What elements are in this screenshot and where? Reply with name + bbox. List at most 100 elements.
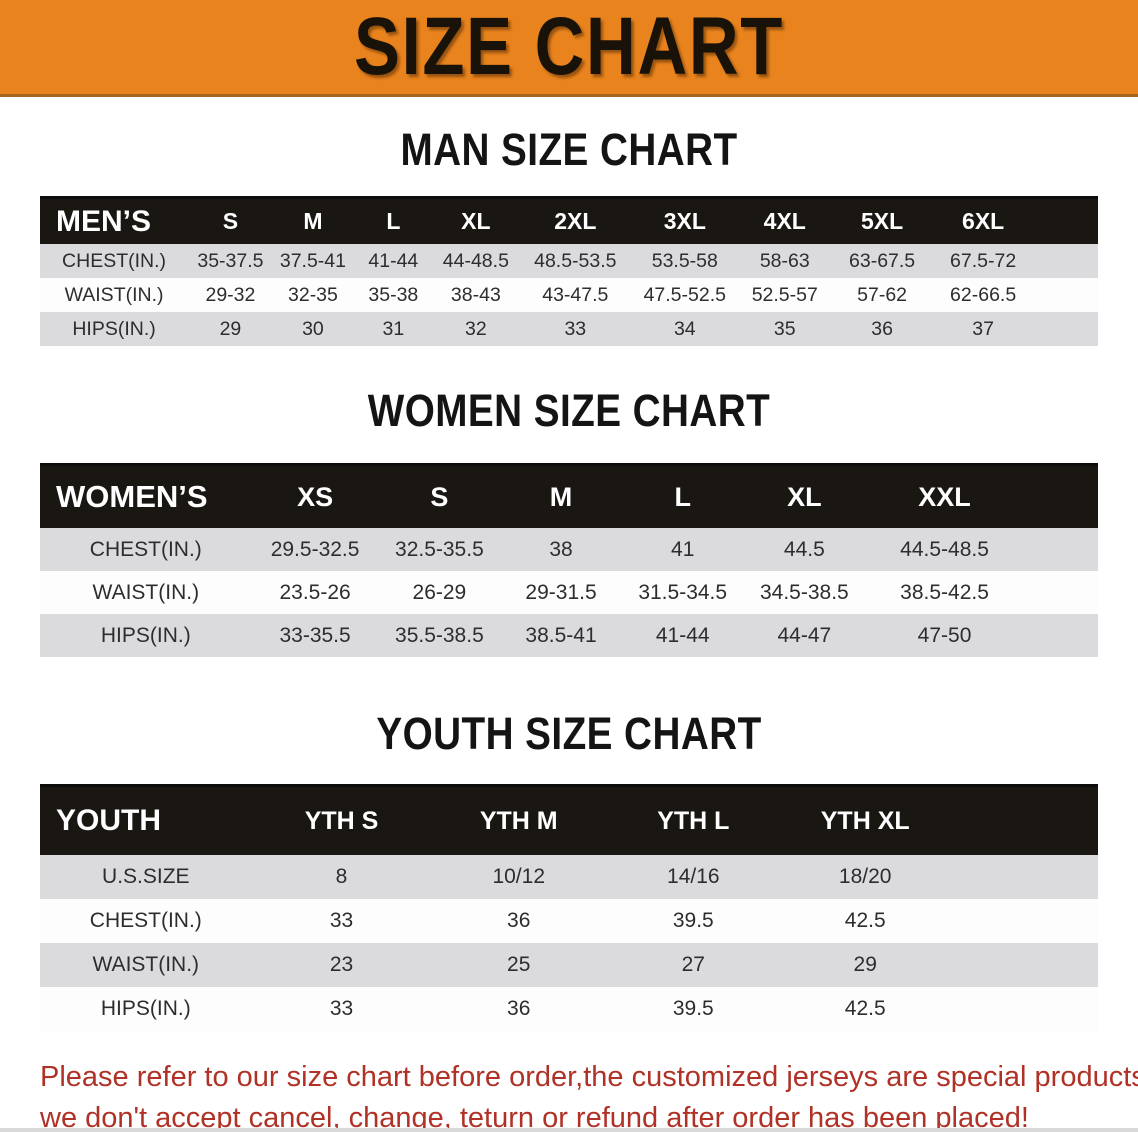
filler-cell <box>1034 278 1098 312</box>
row-label: HIPS(IN.) <box>40 614 252 657</box>
women-size-col: XS <box>251 464 379 528</box>
youth-size-table: YOUTH YTH S YTH M YTH L YTH XL U.S.SIZE … <box>40 784 1098 1031</box>
size-cell: 67.5-72 <box>931 244 1035 278</box>
size-cell: 39.5 <box>606 987 781 1031</box>
row-label: CHEST(IN.) <box>40 528 252 571</box>
size-cell: 32.5-35.5 <box>378 528 501 571</box>
youth-size-col: YTH L <box>606 785 781 855</box>
size-cell: 29.5-32.5 <box>251 528 379 571</box>
size-cell: 32 <box>433 312 519 346</box>
youth-header-row: YOUTH YTH S YTH M YTH L YTH XL <box>40 785 1098 855</box>
note-line-1: Please refer to our size chart before or… <box>40 1061 1138 1093</box>
women-size-col: XL <box>743 464 866 528</box>
size-cell: 58-63 <box>737 244 833 278</box>
men-size-col: M <box>272 197 354 244</box>
size-cell: 33 <box>251 899 432 943</box>
women-size-col: XXL <box>865 464 1024 528</box>
men-size-col: XL <box>433 197 519 244</box>
youth-size-col: YTH M <box>431 785 607 855</box>
size-cell: 52.5-57 <box>737 278 833 312</box>
filler-cell <box>949 899 1098 943</box>
size-cell: 33 <box>251 987 432 1031</box>
size-cell: 33-35.5 <box>251 614 379 657</box>
size-cell: 43-47.5 <box>518 278 633 312</box>
size-cell: 31 <box>353 312 434 346</box>
row-label: WAIST(IN.) <box>40 278 189 312</box>
size-cell: 30 <box>272 312 354 346</box>
row-label: HIPS(IN.) <box>40 987 252 1031</box>
men-category-label: MEN’S <box>40 197 189 244</box>
size-cell: 29-31.5 <box>500 571 622 614</box>
size-cell: 29 <box>780 943 950 987</box>
youth-size-col: YTH S <box>251 785 432 855</box>
women-category-label: WOMEN’S <box>40 464 252 528</box>
men-size-col: S <box>188 197 273 244</box>
size-cell: 57-62 <box>832 278 932 312</box>
size-cell: 44-48.5 <box>433 244 519 278</box>
women-size-col: L <box>621 464 744 528</box>
men-size-col: 5XL <box>832 197 932 244</box>
size-cell: 41 <box>621 528 744 571</box>
filler-cell <box>1023 614 1098 657</box>
filler-cell <box>949 987 1098 1031</box>
size-cell: 35 <box>737 312 833 346</box>
men-heading-text: MAN SIZE CHART <box>400 124 738 175</box>
size-cell: 14/16 <box>606 855 781 899</box>
size-cell: 38.5-41 <box>500 614 622 657</box>
size-cell: 23.5-26 <box>251 571 379 614</box>
size-cell: 47.5-52.5 <box>632 278 738 312</box>
men-size-col: 2XL <box>518 197 633 244</box>
row-label: WAIST(IN.) <box>40 571 252 614</box>
size-cell: 29 <box>188 312 273 346</box>
size-cell: 53.5-58 <box>632 244 738 278</box>
row-label: CHEST(IN.) <box>40 244 189 278</box>
size-cell: 35.5-38.5 <box>378 614 501 657</box>
table-row: HIPS(IN.) 33-35.5 35.5-38.5 38.5-41 41-4… <box>40 614 1098 657</box>
women-header-row: WOMEN’S XS S M L XL XXL <box>40 464 1098 528</box>
size-cell: 23 <box>251 943 432 987</box>
size-cell: 42.5 <box>780 899 950 943</box>
table-row: U.S.SIZE 8 10/12 14/16 18/20 <box>40 855 1098 899</box>
size-cell: 18/20 <box>780 855 950 899</box>
row-label: CHEST(IN.) <box>40 899 252 943</box>
size-cell: 41-44 <box>353 244 434 278</box>
size-cell: 38.5-42.5 <box>865 571 1024 614</box>
table-row: WAIST(IN.) 23.5-26 26-29 29-31.5 31.5-34… <box>40 571 1098 614</box>
youth-category-label: YOUTH <box>40 785 252 855</box>
size-cell: 39.5 <box>606 899 781 943</box>
size-cell: 10/12 <box>431 855 607 899</box>
table-row: WAIST(IN.) 23 25 27 29 <box>40 943 1098 987</box>
size-cell: 44.5 <box>743 528 866 571</box>
size-cell: 44.5-48.5 <box>865 528 1024 571</box>
filler-cell <box>1034 244 1098 278</box>
women-size-col: M <box>500 464 622 528</box>
size-cell: 25 <box>431 943 607 987</box>
filler-cell <box>1023 571 1098 614</box>
filler-cell <box>1023 528 1098 571</box>
women-section-heading: WOMEN SIZE CHART <box>0 388 1138 433</box>
size-cell: 42.5 <box>780 987 950 1031</box>
bottom-edge <box>0 1128 1138 1132</box>
filler-cell <box>949 785 1098 855</box>
table-row: CHEST(IN.) 29.5-32.5 32.5-35.5 38 41 44.… <box>40 528 1098 571</box>
youth-section-heading: YOUTH SIZE CHART <box>0 711 1138 756</box>
size-cell: 63-67.5 <box>832 244 932 278</box>
size-cell: 38-43 <box>433 278 519 312</box>
men-section-heading: MAN SIZE CHART <box>0 127 1138 172</box>
size-cell: 44-47 <box>743 614 866 657</box>
men-size-col: 4XL <box>737 197 833 244</box>
youth-heading-text: YOUTH SIZE CHART <box>376 708 762 759</box>
row-label: HIPS(IN.) <box>40 312 189 346</box>
size-cell: 29-32 <box>188 278 273 312</box>
size-cell: 35-38 <box>353 278 434 312</box>
table-row: HIPS(IN.) 29 30 31 32 33 34 35 36 37 <box>40 312 1098 346</box>
size-cell: 38 <box>500 528 622 571</box>
women-heading-text: WOMEN SIZE CHART <box>367 385 771 436</box>
men-size-col: L <box>353 197 434 244</box>
women-size-col: S <box>378 464 501 528</box>
men-size-col: 6XL <box>931 197 1035 244</box>
filler-cell <box>1034 312 1098 346</box>
women-size-table: WOMEN’S XS S M L XL XXL CHEST(IN.) 29.5-… <box>40 463 1098 657</box>
size-cell: 34 <box>632 312 738 346</box>
